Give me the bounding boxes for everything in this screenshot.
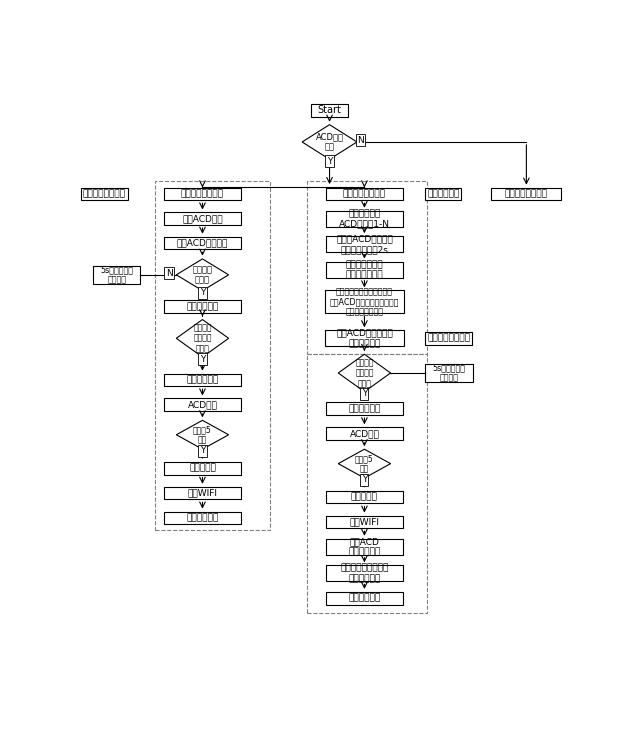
Bar: [164, 487, 241, 500]
Polygon shape: [338, 449, 390, 478]
Text: ACD收号: ACD收号: [350, 429, 379, 438]
Polygon shape: [338, 354, 390, 392]
Text: 自动充电结束: 自动充电结束: [186, 514, 219, 523]
Text: 断开WIFI: 断开WIFI: [349, 518, 379, 526]
Text: 单个车辆请求充电: 单个车辆请求充电: [181, 190, 224, 199]
Polygon shape: [302, 124, 357, 159]
Text: Y: Y: [362, 476, 367, 484]
Text: Y: Y: [200, 446, 205, 455]
Text: 当前ACD服务请求: 当前ACD服务请求: [177, 238, 228, 248]
Bar: [325, 330, 404, 346]
Bar: [307, 354, 427, 613]
Text: 正常自动充电流程: 正常自动充电流程: [427, 334, 470, 343]
Text: 5s内未收到，
发送故障: 5s内未收到， 发送故障: [100, 265, 133, 284]
Bar: [325, 290, 404, 314]
Bar: [311, 104, 349, 116]
Bar: [307, 181, 427, 354]
Text: 已编号ACD分别发送
服务请求，持续2s: 已编号ACD分别发送 服务请求，持续2s: [336, 235, 393, 254]
Bar: [93, 266, 140, 284]
Bar: [164, 300, 241, 313]
Text: 是否收到
服务号: 是否收到 服务号: [192, 265, 212, 284]
Bar: [164, 212, 241, 225]
Text: 服务仲裁流程: 服务仲裁流程: [427, 190, 460, 199]
Text: 充电器关门: 充电器关门: [351, 493, 378, 502]
Bar: [326, 262, 403, 278]
Text: 正常自动充电流程: 正常自动充电流程: [83, 190, 126, 199]
Text: ACD收号: ACD收号: [188, 400, 217, 410]
Text: 当前ACD插入: 当前ACD插入: [182, 214, 222, 223]
Text: 充电器关门: 充电器关门: [189, 464, 216, 472]
Bar: [326, 490, 403, 503]
Text: 开始自动充电: 开始自动充电: [186, 302, 219, 311]
Text: Y: Y: [362, 389, 367, 398]
Bar: [326, 236, 403, 252]
Bar: [326, 427, 403, 440]
Text: 是否收5
到位: 是否收5 到位: [193, 425, 212, 445]
Bar: [326, 188, 403, 200]
Text: 多个车辆对应
ACD被编号1-N: 多个车辆对应 ACD被编号1-N: [339, 209, 390, 229]
Text: 断开WIFI: 断开WIFI: [188, 488, 217, 497]
Text: 当前ACD
自动充电结束: 当前ACD 自动充电结束: [349, 537, 381, 556]
Bar: [164, 188, 241, 200]
Text: Y: Y: [327, 157, 332, 166]
Polygon shape: [176, 320, 229, 357]
Text: 充电桩按服务号
优先级进行广播: 充电桩按服务号 优先级进行广播: [345, 260, 383, 279]
Text: 充电桩依次发送次高
优先级服务号: 充电桩依次发送次高 优先级服务号: [340, 564, 388, 583]
Text: Y: Y: [200, 355, 205, 364]
Bar: [491, 188, 561, 200]
Bar: [164, 374, 241, 386]
Text: 对应ACD收到服务号
开始自动充电: 对应ACD收到服务号 开始自动充电: [336, 328, 393, 348]
Text: 网络总线上收到服务号后，
其他ACD装置退出服务请求，
进入等待服务阶段: 网络总线上收到服务号后， 其他ACD装置退出服务请求， 进入等待服务阶段: [330, 287, 399, 316]
Text: 停止自动充电: 停止自动充电: [186, 376, 219, 385]
Bar: [326, 592, 403, 604]
Text: Y: Y: [200, 288, 205, 297]
Text: 装入手动充电流程: 装入手动充电流程: [505, 190, 548, 199]
Text: N: N: [166, 268, 172, 278]
Text: 5s内未收到，
发送故障: 5s内未收到， 发送故障: [433, 363, 466, 382]
Text: 停止自动充电: 停止自动充电: [349, 404, 381, 413]
Bar: [326, 211, 403, 226]
Text: 自动充电结束: 自动充电结束: [349, 594, 381, 603]
Text: 多个车辆请求充电: 多个车辆请求充电: [343, 190, 386, 199]
Bar: [164, 512, 241, 524]
Bar: [155, 181, 270, 530]
Bar: [164, 398, 241, 411]
Bar: [326, 566, 403, 581]
Bar: [164, 462, 241, 475]
Text: 是否收5
到位: 是否收5 到位: [355, 454, 374, 473]
Text: N: N: [357, 136, 364, 145]
Polygon shape: [176, 420, 229, 449]
Text: Start: Start: [318, 105, 341, 116]
Bar: [426, 364, 473, 382]
Bar: [164, 237, 241, 250]
Text: 是否收到
断止充电
服务号: 是否收到 断止充电 服务号: [355, 358, 374, 388]
Text: 是否收到
断止充电
服务号: 是否收到 断止充电 服务号: [193, 323, 212, 353]
Text: ACD是否
正常: ACD是否 正常: [316, 132, 343, 152]
Bar: [326, 538, 403, 555]
Polygon shape: [176, 259, 229, 291]
Bar: [326, 403, 403, 416]
Bar: [326, 515, 403, 528]
